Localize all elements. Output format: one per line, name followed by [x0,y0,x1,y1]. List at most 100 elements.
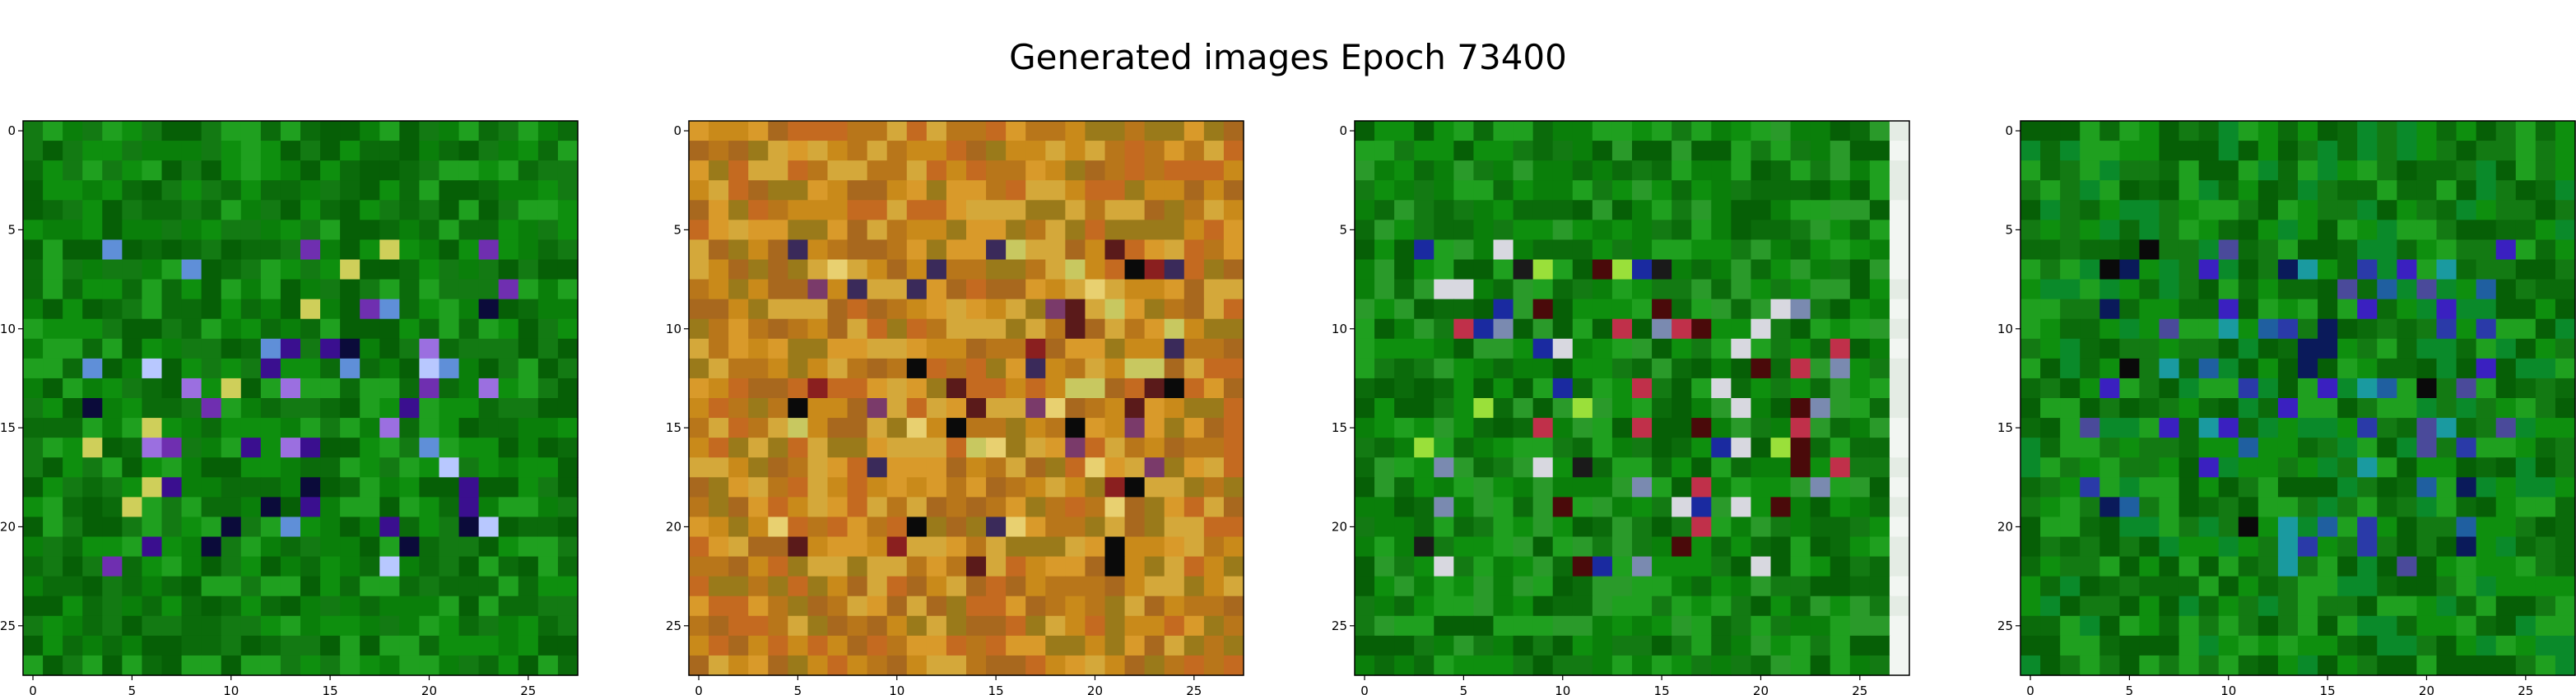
pixel-cell [281,121,301,141]
pixel-cell [2219,557,2239,577]
pixel-cell [1025,517,1046,537]
pixel-cell [728,141,749,161]
pixel-cell [709,577,729,597]
pixel-cell [1771,280,1792,300]
pixel-cell [1553,636,1574,656]
pixel-cell [1374,239,1395,260]
pixel-cell [1691,239,1712,260]
pixel-cell [946,339,967,359]
pixel-cell [2357,616,2378,637]
pixel-cell [2179,517,2200,537]
pixel-cell [1652,200,1672,220]
pixel-cell [2099,398,2120,419]
pixel-cell [907,616,928,637]
pixel-cell [1632,280,1653,300]
pixel-cell [986,378,1007,399]
pixel-cell [1573,339,1593,359]
pixel-cell [2040,180,2061,201]
pixel-cell [1355,180,1375,201]
pixel-cell [2060,497,2081,517]
pixel-cell [360,477,380,498]
pixel-cell [1025,141,1046,161]
pixel-cell [1514,577,1534,597]
pixel-cell [1125,656,1146,676]
pixel-cell [1632,477,1653,498]
pixel-cell [907,398,928,419]
pixel-cell [1751,160,1771,181]
pixel-cell [1672,656,1692,676]
pixel-cell [1184,260,1205,280]
pixel-cell [2318,636,2338,656]
pixel-cell [281,141,301,161]
pixel-cell [2278,616,2299,637]
pixel-cell [1045,220,1066,240]
pixel-cell [2119,121,2140,141]
pixel-cell [1553,220,1574,240]
pixel-cell [689,160,709,181]
pixel-cell [202,517,222,537]
pixel-cell [1394,299,1415,320]
pixel-cell [43,537,63,558]
pixel-cell [459,141,480,161]
pixel-cell [2377,319,2397,340]
pixel-cell [1751,280,1771,300]
pixel-cell [2457,596,2477,617]
pixel-cell [2020,477,2041,498]
pixel-cell [281,596,301,617]
pixel-cell [221,557,242,577]
pixel-cell [907,378,928,399]
pixel-cell [946,260,967,280]
pixel-cell [1850,577,1871,597]
pixel-cell [2536,537,2556,558]
pixel-cell [2020,596,2041,617]
pixel-cell [2457,220,2477,240]
pixel-cell [2516,359,2536,379]
pixel-cell [1045,557,1066,577]
pixel-cell [768,636,788,656]
pixel-cell [1533,200,1554,220]
pixel-cell [2020,636,2041,656]
pixel-cell [2457,339,2477,359]
pixel-cell [2119,160,2140,181]
pixel-cell [1791,160,1811,181]
pixel-cell [1085,497,1105,517]
pixel-cell [1473,260,1494,280]
pixel-cell [1065,497,1086,517]
pixel-cell [2119,418,2140,438]
pixel-cell [439,398,460,419]
pixel-cell [23,180,44,201]
pixel-cell [1006,239,1026,260]
pixel-cell [2318,477,2338,498]
pixel-cell [558,260,579,280]
pixel-cell [479,299,500,320]
pixel-cell [320,280,341,300]
pixel-cell [2397,636,2417,656]
pixel-cell [1553,141,1574,161]
pixel-cell [499,616,519,637]
pixel-cell [1811,121,1831,141]
pixel-cell [867,200,888,220]
pixel-cell [202,359,222,379]
pixel-cell [927,121,947,141]
pixel-cell [538,577,559,597]
pixel-cell [1811,319,1831,340]
pixel-cell [2219,220,2239,240]
pixel-cell [748,359,769,379]
pixel-cell [2239,339,2259,359]
pixel-cell [887,636,908,656]
pixel-cell [360,517,380,537]
pixel-cell [399,557,420,577]
pixel-cell [1414,319,1434,340]
pixel-cell [986,121,1007,141]
pixel-cell [728,180,749,201]
pixel-cell [1652,577,1672,597]
pixel-cell [499,596,519,617]
pixel-cell [439,200,460,220]
pixel-cell [1125,239,1146,260]
pixel-cell [162,477,183,498]
pixel-cell [261,577,281,597]
pixel-cell [360,577,380,597]
pixel-cell [966,577,987,597]
pixel-cell [2160,339,2180,359]
pixel-cell [459,477,480,498]
